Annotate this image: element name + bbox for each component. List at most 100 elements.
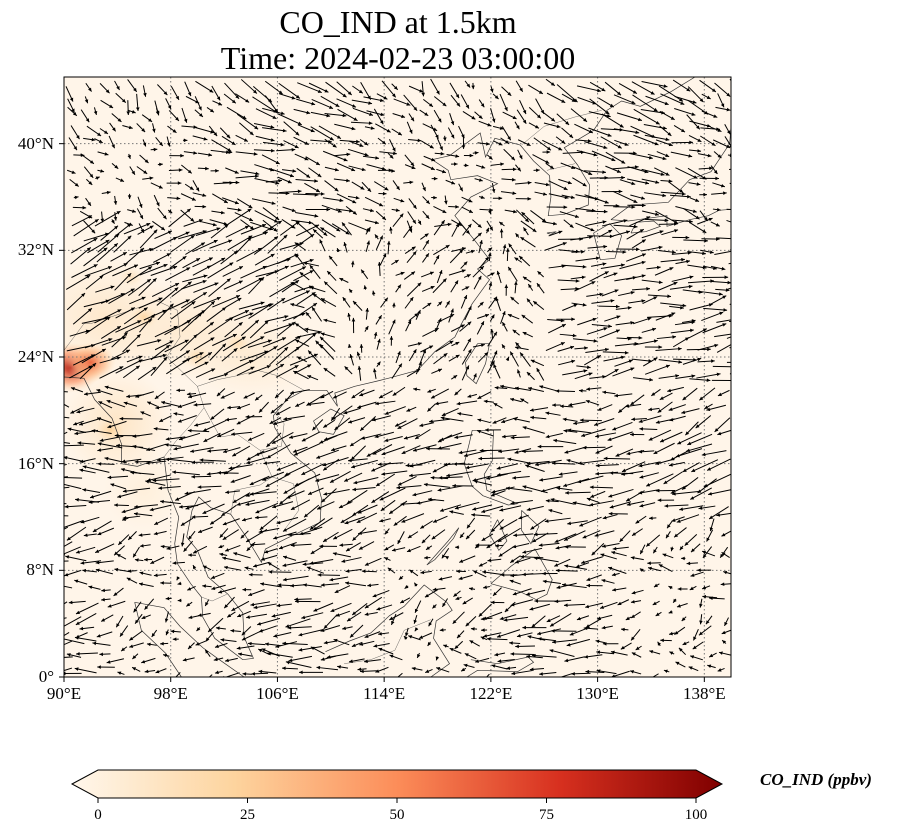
wind-vector xyxy=(206,107,215,113)
wind-vector xyxy=(433,109,442,123)
wind-vector xyxy=(729,347,731,349)
wind-vector xyxy=(181,107,188,123)
wind-vector xyxy=(264,95,279,113)
wind-vector xyxy=(561,127,574,139)
wind-vector xyxy=(631,81,655,95)
wind-vector xyxy=(381,80,397,98)
wind-vector xyxy=(283,121,300,136)
wind-vector xyxy=(514,121,520,130)
wind-vector xyxy=(408,85,424,93)
wind-vector xyxy=(515,80,524,93)
wind-vector xyxy=(403,94,418,112)
wind-vector xyxy=(433,96,447,107)
wind-vector xyxy=(501,86,512,97)
wind-vector xyxy=(310,126,335,141)
wind-vector xyxy=(325,81,347,98)
wind-vector xyxy=(67,106,78,117)
wind-vector xyxy=(516,109,527,124)
wind-vector xyxy=(194,96,202,111)
wind-vector xyxy=(408,113,415,122)
colorbar xyxy=(70,769,724,799)
wind-vector xyxy=(337,108,358,122)
wind-vector xyxy=(324,138,337,148)
wind-vector xyxy=(297,124,315,133)
wind-vector xyxy=(166,136,171,147)
wind-vector xyxy=(192,135,208,141)
wind-vector xyxy=(277,113,303,126)
wind-vector xyxy=(364,126,375,130)
wind-vector xyxy=(278,82,301,99)
wind-vector xyxy=(283,140,299,149)
wind-vector xyxy=(492,93,499,100)
wind-vector xyxy=(660,93,685,105)
wind-vectors xyxy=(64,78,731,677)
wind-vector xyxy=(632,94,658,112)
wind-vector xyxy=(349,140,364,147)
wind-vector xyxy=(212,100,223,106)
wind-vector xyxy=(115,92,127,103)
coastline xyxy=(610,125,731,227)
wind-vector xyxy=(421,140,434,149)
wind-vector xyxy=(443,135,447,142)
wind-vector xyxy=(170,86,180,101)
coastline xyxy=(134,601,245,677)
latitude-label: 16°N xyxy=(17,453,54,473)
wind-vector xyxy=(324,113,347,118)
wind-vector xyxy=(320,95,340,108)
wind-vector xyxy=(167,125,177,134)
wind-vector xyxy=(658,85,684,102)
wind-vector xyxy=(641,81,668,88)
wind-vector xyxy=(589,81,606,92)
wind-vector xyxy=(184,81,192,97)
wind-vector xyxy=(223,93,237,104)
wind-vector xyxy=(262,107,285,116)
coastline xyxy=(426,527,460,566)
wind-vector xyxy=(419,109,429,117)
wind-vector xyxy=(715,106,731,112)
colorbar-tick-label: 25 xyxy=(240,807,255,823)
wind-vector xyxy=(114,80,120,91)
wind-vector xyxy=(262,127,287,133)
wind-vector xyxy=(588,127,612,137)
wind-vector xyxy=(687,86,704,103)
wind-vector xyxy=(194,109,204,118)
country-border xyxy=(163,407,205,458)
wind-vector xyxy=(464,80,471,88)
wind-vector xyxy=(235,93,250,103)
wind-vector xyxy=(576,85,602,93)
latitude-label: 32°N xyxy=(17,240,54,260)
wind-vector xyxy=(142,139,147,147)
wind-vector xyxy=(318,125,342,140)
wind-vector xyxy=(601,113,624,128)
wind-vector xyxy=(436,137,444,151)
longitude-label: 106°E xyxy=(256,684,299,703)
wind-vector xyxy=(528,122,540,129)
wind-vector xyxy=(604,81,622,96)
wind-vector xyxy=(561,93,576,103)
wind-vector xyxy=(406,121,413,134)
wind-vector xyxy=(109,122,117,132)
wind-vector xyxy=(211,139,232,152)
wind-vector xyxy=(293,136,309,146)
map-subtitle-time: Time: 2024-02-23 03:00:00 xyxy=(220,40,576,76)
wind-vector xyxy=(85,82,92,92)
coastline xyxy=(730,105,731,124)
wind-vector xyxy=(699,79,717,93)
wind-vector xyxy=(449,113,455,126)
coastline xyxy=(325,584,453,677)
wind-vector xyxy=(701,93,711,100)
wind-vector xyxy=(729,303,731,305)
wind-vector xyxy=(492,125,504,130)
colorbar-label: CO_IND (ppbv) xyxy=(760,770,872,789)
concentration-hotspot xyxy=(117,266,145,288)
latitude-label: 8°N xyxy=(26,560,54,580)
country-border xyxy=(521,110,602,146)
wind-vector xyxy=(710,126,722,133)
wind-vector xyxy=(181,125,198,129)
wind-vector xyxy=(423,99,434,108)
country-border xyxy=(201,594,227,602)
wind-vector xyxy=(673,125,686,133)
wind-vector xyxy=(141,114,153,123)
wind-vector xyxy=(86,125,102,137)
